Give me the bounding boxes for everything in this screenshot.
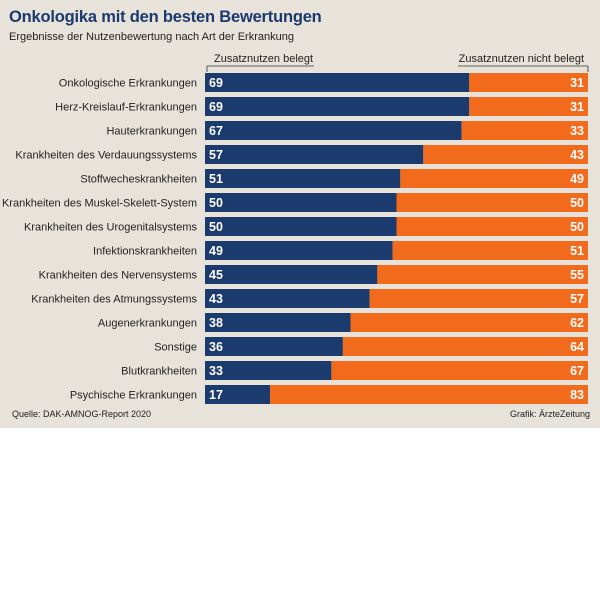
bar-nicht-belegt — [350, 313, 588, 332]
bar-row: Krankheiten des Verdauungssystems 57 43 — [15, 145, 588, 164]
value-label-nicht-belegt: 50 — [570, 220, 584, 234]
bar-row: Herz-Kreislauf-Erkrankungen 69 31 — [55, 97, 588, 116]
value-label-nicht-belegt: 57 — [570, 292, 584, 306]
value-label-nicht-belegt: 31 — [570, 100, 584, 114]
bar-row: Blutkrankheiten 33 67 — [121, 361, 588, 380]
bar-belegt — [205, 337, 343, 356]
bar-row: Krankheiten des Nervensystems 45 55 — [39, 265, 588, 284]
bar-nicht-belegt — [396, 217, 588, 236]
value-label-belegt: 50 — [209, 220, 223, 234]
bar-nicht-belegt — [331, 361, 588, 380]
value-label-belegt: 36 — [209, 340, 223, 354]
category-label: Infektionskrankheiten — [93, 246, 197, 258]
bars-group: Onkologische Erkrankungen 69 31Herz-Kreisl… — [2, 73, 588, 404]
bar-belegt — [205, 313, 351, 332]
value-label-nicht-belegt: 62 — [570, 316, 584, 330]
value-label-nicht-belegt: 83 — [570, 388, 584, 402]
bar-belegt — [205, 289, 370, 308]
bar-row: Krankheiten des Muskel-Skelett-System 50 5… — [2, 193, 588, 212]
bar-row: Hauterkrankungen 67 33 — [106, 121, 588, 140]
legend-nicht-belegt-label: Zusatznutzen nicht belegt — [459, 53, 584, 65]
legend-belegt-label: Zusatznutzen belegt — [214, 53, 313, 65]
bar-row: Krankheiten des Atmungssystems 43 57 — [31, 289, 588, 308]
bar-nicht-belegt — [392, 241, 588, 260]
bar-nicht-belegt — [270, 385, 588, 404]
bar-row: Stoffwecheskrankheiten 51 49 — [80, 169, 588, 188]
bar-belegt — [205, 97, 470, 116]
value-label-belegt: 43 — [209, 292, 223, 306]
bar-nicht-belegt — [369, 289, 588, 308]
value-label-nicht-belegt: 64 — [570, 340, 584, 354]
bar-belegt — [205, 361, 332, 380]
bar-nicht-belegt — [469, 73, 588, 92]
bar-nicht-belegt — [461, 121, 588, 140]
bar-belegt — [205, 121, 462, 140]
bar-belegt — [205, 169, 401, 188]
bar-row: Krankheiten des Urogenitalsystems 50 50 — [24, 217, 588, 236]
bar-nicht-belegt — [400, 169, 588, 188]
bar-row: Onkologische Erkrankungen 69 31 — [59, 73, 588, 92]
bar-nicht-belegt — [396, 193, 588, 212]
chart-title: Onkologika mit den besten Bewertungen — [9, 8, 322, 26]
chart-svg: Zusatznutzen belegt Zusatznutzen nicht b… — [2, 53, 589, 404]
value-label-belegt: 33 — [209, 364, 223, 378]
category-label: Krankheiten des Verdauungssystems — [15, 150, 197, 162]
value-label-nicht-belegt: 43 — [570, 148, 584, 162]
category-label: Sonstige — [154, 342, 197, 354]
value-label-belegt: 17 — [209, 388, 223, 402]
category-label: Augenerkrankungen — [98, 318, 197, 330]
value-label-belegt: 69 — [209, 100, 223, 114]
bar-belegt — [205, 193, 397, 212]
value-label-belegt: 50 — [209, 196, 223, 210]
chart-subtitle: Ergebnisse der Nutzenbewertung nach Art … — [9, 31, 294, 43]
value-label-belegt: 69 — [209, 76, 223, 90]
value-label-belegt: 67 — [209, 124, 223, 138]
graphic-credit: Grafik: ÄrzteZeitung — [509, 409, 590, 419]
category-label: Onkologische Erkrankungen — [59, 78, 197, 90]
value-label-nicht-belegt: 50 — [570, 196, 584, 210]
bar-nicht-belegt — [342, 337, 588, 356]
category-label: Krankheiten des Muskel-Skelett-System — [2, 198, 197, 210]
value-label-nicht-belegt: 33 — [570, 124, 584, 138]
bar-belegt — [205, 73, 470, 92]
category-label: Krankheiten des Nervensystems — [39, 270, 198, 282]
bar-row: Psychische Erkrankungen 17 83 — [70, 385, 588, 404]
value-label-belegt: 57 — [209, 148, 223, 162]
bar-row: Infektionskrankheiten 49 51 — [93, 241, 588, 260]
legend-nicht-belegt: Zusatznutzen nicht belegt — [458, 53, 589, 72]
bar-nicht-belegt — [469, 97, 588, 116]
category-label: Stoffwecheskrankheiten — [80, 174, 197, 186]
bar-belegt — [205, 145, 424, 164]
value-label-belegt: 51 — [209, 172, 223, 186]
value-label-nicht-belegt: 51 — [570, 244, 584, 258]
bar-belegt — [205, 265, 378, 284]
category-label: Blutkrankheiten — [121, 366, 197, 378]
bar-nicht-belegt — [377, 265, 588, 284]
value-label-belegt: 45 — [209, 268, 223, 282]
category-label: Psychische Erkrankungen — [70, 390, 197, 402]
bar-belegt — [205, 217, 397, 236]
value-label-belegt: 49 — [209, 244, 223, 258]
bar-nicht-belegt — [423, 145, 588, 164]
source-note: Quelle: DAK-AMNOG-Report 2020 — [12, 409, 152, 419]
value-label-nicht-belegt: 55 — [570, 268, 584, 282]
value-label-belegt: 38 — [209, 316, 223, 330]
value-label-nicht-belegt: 31 — [570, 76, 584, 90]
bar-row: Sonstige 36 64 — [154, 337, 588, 356]
value-label-nicht-belegt: 49 — [570, 172, 584, 186]
category-label: Krankheiten des Urogenitalsystems — [24, 222, 198, 234]
legend-belegt: Zusatznutzen belegt — [206, 53, 314, 72]
bar-row: Augenerkrankungen 38 62 — [98, 313, 588, 332]
category-label: Hauterkrankungen — [106, 126, 197, 138]
category-label: Herz-Kreislauf-Erkrankungen — [55, 102, 197, 114]
value-label-nicht-belegt: 67 — [570, 364, 584, 378]
chart-panel — [0, 0, 600, 428]
bar-belegt — [205, 241, 393, 260]
bar-belegt — [205, 385, 271, 404]
category-label: Krankheiten des Atmungssystems — [31, 294, 197, 306]
